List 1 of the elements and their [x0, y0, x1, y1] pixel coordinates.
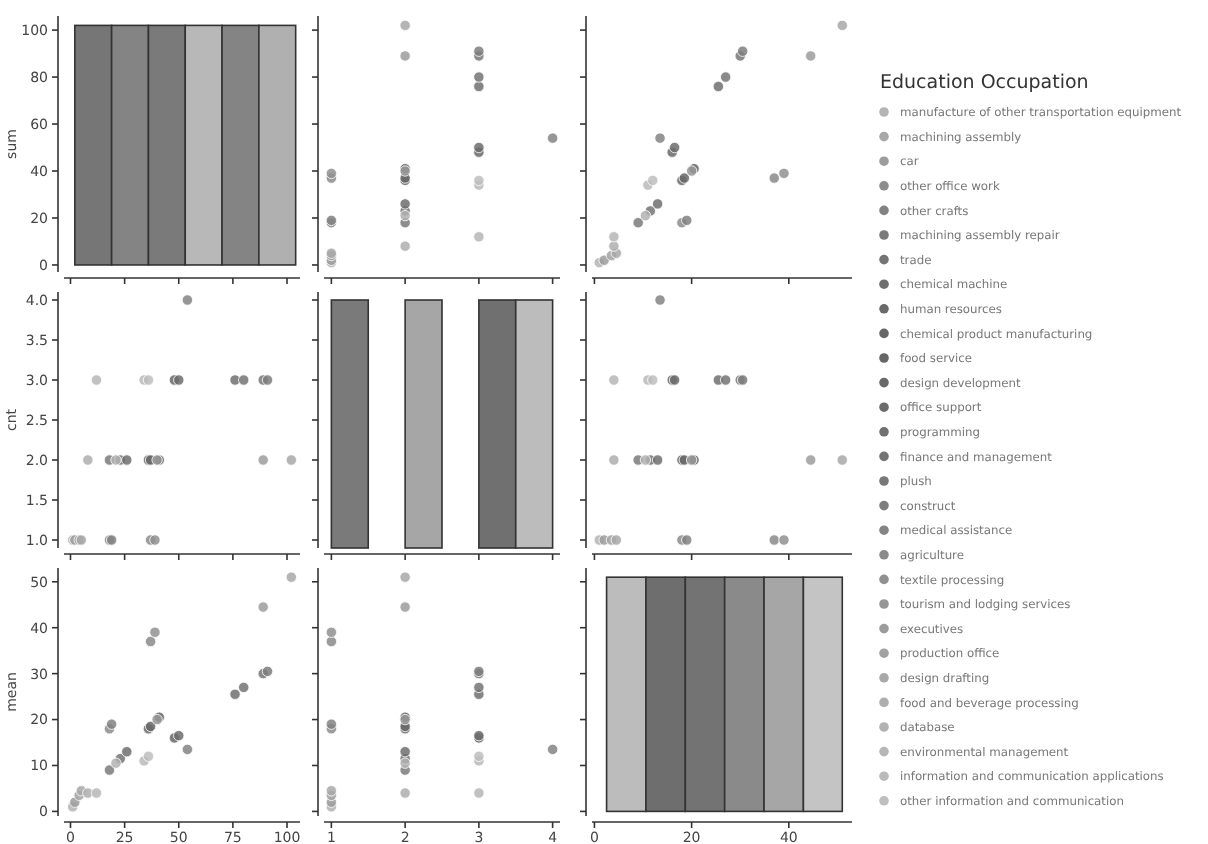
legend-title: Education Occupation: [880, 72, 1089, 94]
